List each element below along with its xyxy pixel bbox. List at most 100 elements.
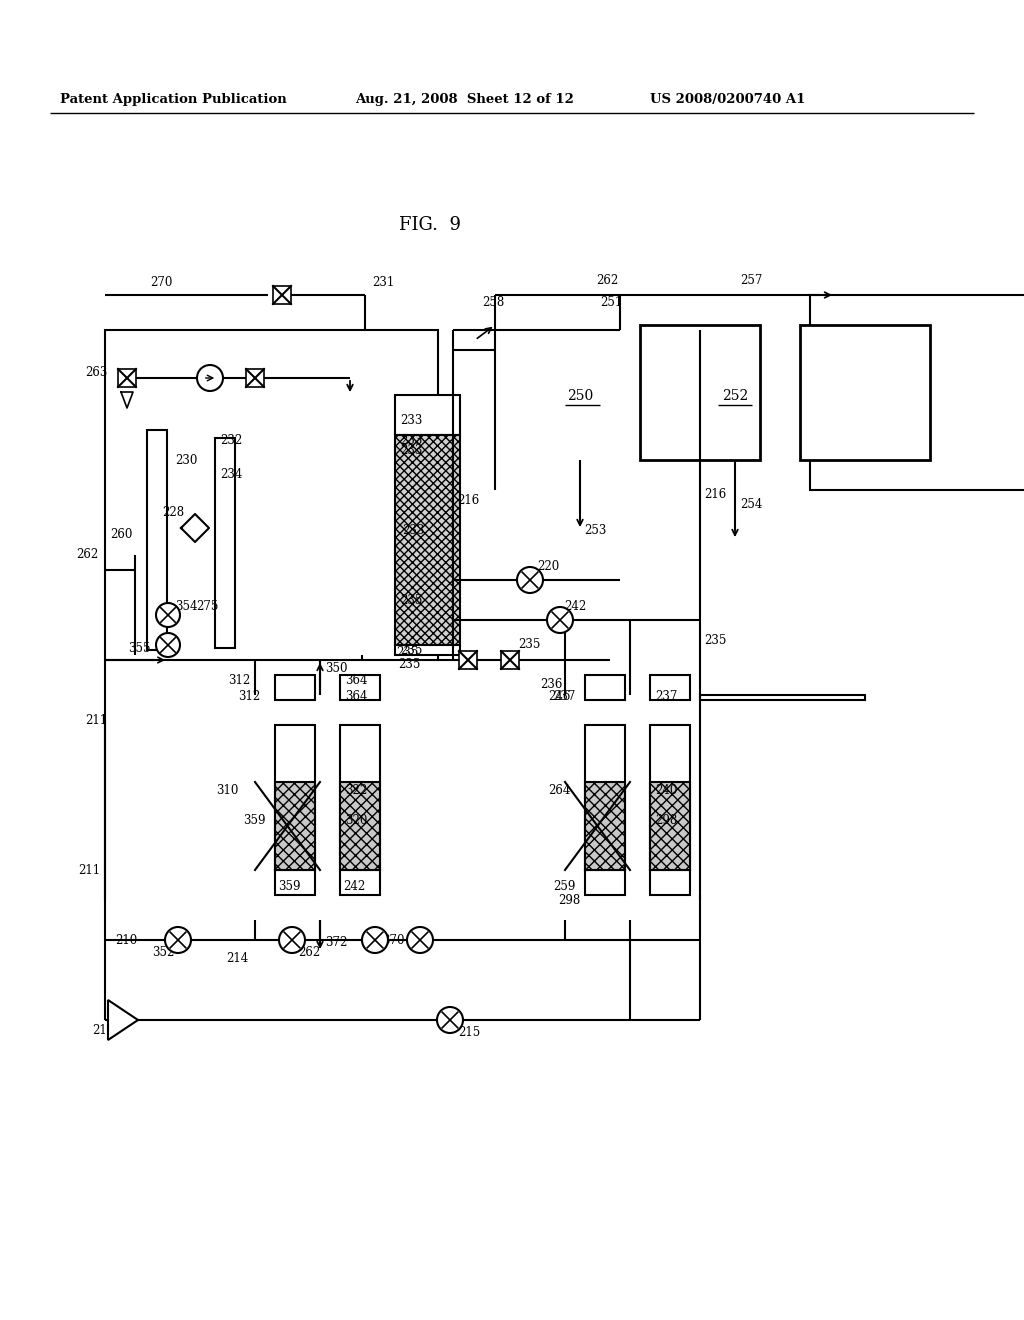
Text: 310: 310 [216,784,239,796]
Circle shape [279,927,305,953]
Text: 364: 364 [345,690,368,704]
Bar [501,651,519,669]
Text: 214: 214 [226,952,248,965]
Circle shape [437,1007,463,1034]
Bar [147,430,167,649]
Text: Patent Application Publication: Patent Application Publication [60,94,287,107]
Text: 215: 215 [458,1026,480,1039]
Circle shape [165,927,191,953]
Text: 235: 235 [396,645,419,659]
Bar [340,870,380,895]
Text: 258: 258 [482,296,504,309]
Text: 242: 242 [343,880,366,894]
Text: 262: 262 [76,549,98,561]
Text: 240: 240 [655,784,677,796]
Text: 262: 262 [596,273,618,286]
Bar [395,395,460,436]
Text: 298: 298 [558,894,581,907]
Bar [640,325,760,459]
Text: 355: 355 [128,642,151,655]
Text: 359: 359 [243,813,265,826]
Text: 259: 259 [553,880,575,894]
Text: 275: 275 [196,599,218,612]
Text: 235: 235 [398,659,421,672]
Bar [800,325,930,459]
Text: 216: 216 [457,494,479,507]
Text: 260: 260 [110,528,132,541]
Text: 235: 235 [400,644,422,656]
Text: 246: 246 [548,690,570,704]
Text: 211: 211 [78,863,100,876]
Text: 242: 242 [564,601,587,614]
Text: 257: 257 [740,273,763,286]
Text: 233: 233 [400,433,422,446]
Bar [275,725,315,870]
Text: 216: 216 [705,488,726,502]
Text: 235: 235 [705,634,726,647]
Bar [340,725,380,870]
Bar [459,651,477,669]
Text: 210: 210 [115,933,137,946]
Circle shape [547,607,573,634]
Text: 322: 322 [345,784,368,796]
Circle shape [407,927,433,953]
Text: 264: 264 [548,784,570,796]
Text: 253: 253 [584,524,606,536]
Bar [650,725,690,870]
Text: 263: 263 [85,366,108,379]
Text: 298: 298 [655,813,677,826]
Bar [275,870,315,895]
Circle shape [362,927,388,953]
Bar [340,675,380,700]
Bar [215,438,234,648]
Text: 237: 237 [655,690,677,704]
Text: 352: 352 [152,946,174,960]
Text: 233: 233 [400,413,422,426]
Text: 234: 234 [220,469,243,482]
Text: 354: 354 [175,599,198,612]
Text: 370: 370 [382,933,404,946]
Text: US 2008/0200740 A1: US 2008/0200740 A1 [650,94,805,107]
Bar [585,725,625,870]
Text: 220: 220 [537,561,559,573]
Circle shape [156,634,180,657]
Text: 254: 254 [740,499,763,511]
Bar [246,370,264,387]
Text: 312: 312 [238,690,260,704]
Bar [650,781,690,870]
Bar [395,436,460,645]
Text: 250: 250 [567,389,593,403]
Bar [810,294,1024,490]
Bar [650,675,690,700]
Bar [585,675,625,700]
Polygon shape [108,1001,138,1040]
Bar [275,781,315,870]
Text: 213: 213 [92,1023,115,1036]
Text: 350: 350 [325,661,347,675]
Text: 270: 270 [150,276,172,289]
Bar [650,870,690,895]
Text: 211: 211 [85,714,108,726]
Text: 233: 233 [400,444,422,457]
Bar [700,696,865,700]
Circle shape [156,603,180,627]
Bar [340,781,380,870]
Text: 231: 231 [372,276,394,289]
Circle shape [197,366,223,391]
Polygon shape [121,392,133,408]
Text: 251: 251 [600,296,623,309]
Bar [273,286,291,304]
Circle shape [517,568,543,593]
Text: 237: 237 [553,690,575,704]
Text: FIG.  9: FIG. 9 [399,216,461,234]
Text: 359: 359 [278,880,300,894]
Text: 232: 232 [220,433,243,446]
Text: 320: 320 [345,813,368,826]
Bar [105,330,438,660]
Text: 235: 235 [400,594,422,606]
Text: 230: 230 [175,454,198,466]
Text: 364: 364 [345,673,368,686]
Bar [118,370,136,387]
Text: 233: 233 [402,524,424,536]
Text: 312: 312 [228,673,250,686]
